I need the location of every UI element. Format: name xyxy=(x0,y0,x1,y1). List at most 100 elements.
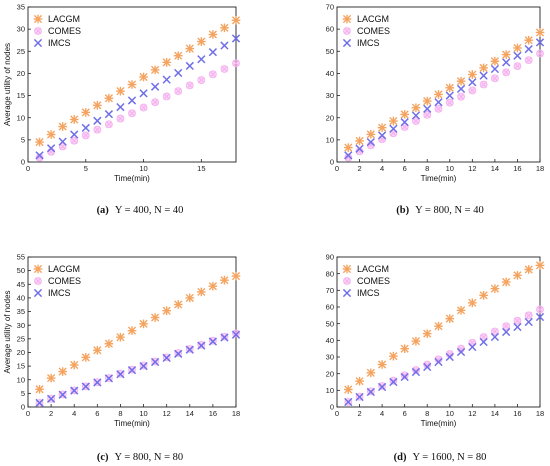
x-tick-label: 16 xyxy=(513,164,521,173)
data-point xyxy=(536,49,544,58)
data-point xyxy=(400,110,409,119)
data-point xyxy=(344,397,353,407)
x-tick-label: 12 xyxy=(162,409,170,418)
data-point xyxy=(197,76,206,84)
data-point xyxy=(456,84,466,94)
data-point xyxy=(456,347,466,357)
data-point xyxy=(46,144,56,153)
x-tick-label: 14 xyxy=(186,409,194,418)
data-point xyxy=(139,103,148,112)
series-comes xyxy=(35,329,240,407)
data-point xyxy=(535,28,545,37)
y-tick-label: 60 xyxy=(326,25,334,34)
x-tick-label: 0 xyxy=(26,164,30,173)
data-point xyxy=(434,357,443,367)
data-point xyxy=(70,386,79,395)
y-tick-label: 70 xyxy=(326,3,334,12)
x-tick-label: 0 xyxy=(335,409,339,418)
figure-caption: (b) Y = 800, N = 40 xyxy=(396,205,483,216)
data-point xyxy=(162,353,171,363)
x-tick-label: 5 xyxy=(84,164,88,173)
data-point xyxy=(389,351,398,361)
data-point xyxy=(231,271,241,281)
legend-marker-comes xyxy=(34,27,42,35)
legend-marker-comes xyxy=(343,27,351,35)
data-point xyxy=(104,93,114,103)
legend-marker-imcs xyxy=(342,38,352,48)
x-tick-label: 15 xyxy=(197,164,205,173)
x-tick-label: 0 xyxy=(26,409,30,418)
data-point xyxy=(423,104,432,113)
data-point xyxy=(445,91,454,100)
legend-marker-lacgm xyxy=(33,14,43,24)
series-comes xyxy=(344,305,544,406)
y-tick-label: 20 xyxy=(17,69,25,78)
data-point xyxy=(220,41,229,50)
legend-label-lacgm: LACGM xyxy=(48,14,80,24)
y-tick-label: 35 xyxy=(17,3,25,12)
x-tick-label: 6 xyxy=(403,164,407,173)
data-point xyxy=(185,44,195,53)
y-tick-label: 0 xyxy=(330,158,334,167)
data-point xyxy=(445,352,454,362)
data-point xyxy=(104,110,114,119)
data-point xyxy=(524,35,534,45)
y-tick-label: 30 xyxy=(326,353,334,362)
data-point xyxy=(524,317,533,327)
legend-label-comes: COMES xyxy=(48,276,81,286)
data-point xyxy=(490,64,500,74)
figure-caption: (a) Y = 400, N = 40 xyxy=(97,205,184,216)
data-point xyxy=(208,70,217,79)
x-tick-label: 8 xyxy=(118,409,122,418)
legend-marker-imcs xyxy=(33,288,43,298)
legend-label-imcs: IMCS xyxy=(357,38,380,48)
data-point xyxy=(524,44,533,54)
legend-label-imcs: IMCS xyxy=(48,288,71,298)
data-point xyxy=(220,333,229,342)
data-point xyxy=(139,72,148,82)
data-point xyxy=(208,30,218,39)
data-point xyxy=(389,116,398,126)
data-point xyxy=(185,345,194,354)
series-imcs xyxy=(35,330,241,408)
data-point xyxy=(139,361,148,371)
x-tick-label: 4 xyxy=(72,409,76,418)
x-tick-label: 10 xyxy=(139,409,147,418)
data-point xyxy=(127,80,137,89)
data-point xyxy=(501,277,511,287)
data-point xyxy=(185,81,194,90)
x-tick-label: 6 xyxy=(403,409,407,418)
y-tick-label: 40 xyxy=(17,294,25,303)
legend-label-lacgm: LACGM xyxy=(48,264,80,274)
data-point xyxy=(232,59,240,68)
data-point xyxy=(535,261,545,270)
x-tick-label: 16 xyxy=(513,409,521,418)
data-point xyxy=(104,120,113,129)
data-point xyxy=(47,147,56,156)
caption-label: (d) xyxy=(394,452,407,463)
data-point xyxy=(502,68,511,77)
data-point xyxy=(377,131,387,140)
legend-marker-lacgm xyxy=(33,264,43,274)
figure-caption: (c) Y = 800, N = 80 xyxy=(97,452,183,463)
data-point xyxy=(70,130,79,139)
data-point xyxy=(185,61,194,71)
data-point xyxy=(231,34,241,43)
y-tick-label: 20 xyxy=(326,113,334,122)
y-tick-label: 60 xyxy=(326,303,334,312)
data-point xyxy=(35,398,44,408)
data-point xyxy=(468,70,477,79)
data-point xyxy=(366,137,375,147)
data-point xyxy=(150,65,160,75)
x-tick-label: 8 xyxy=(425,409,429,418)
data-point xyxy=(490,74,499,83)
plot-frame xyxy=(27,6,237,163)
y-tick-label: 10 xyxy=(326,386,334,395)
x-tick-label: 0 xyxy=(335,164,339,173)
legend-marker-lacgm xyxy=(342,264,352,274)
data-point xyxy=(185,293,195,303)
y-tick-label: 25 xyxy=(17,47,25,56)
x-tick-label: 12 xyxy=(468,164,476,173)
data-point xyxy=(389,124,398,133)
